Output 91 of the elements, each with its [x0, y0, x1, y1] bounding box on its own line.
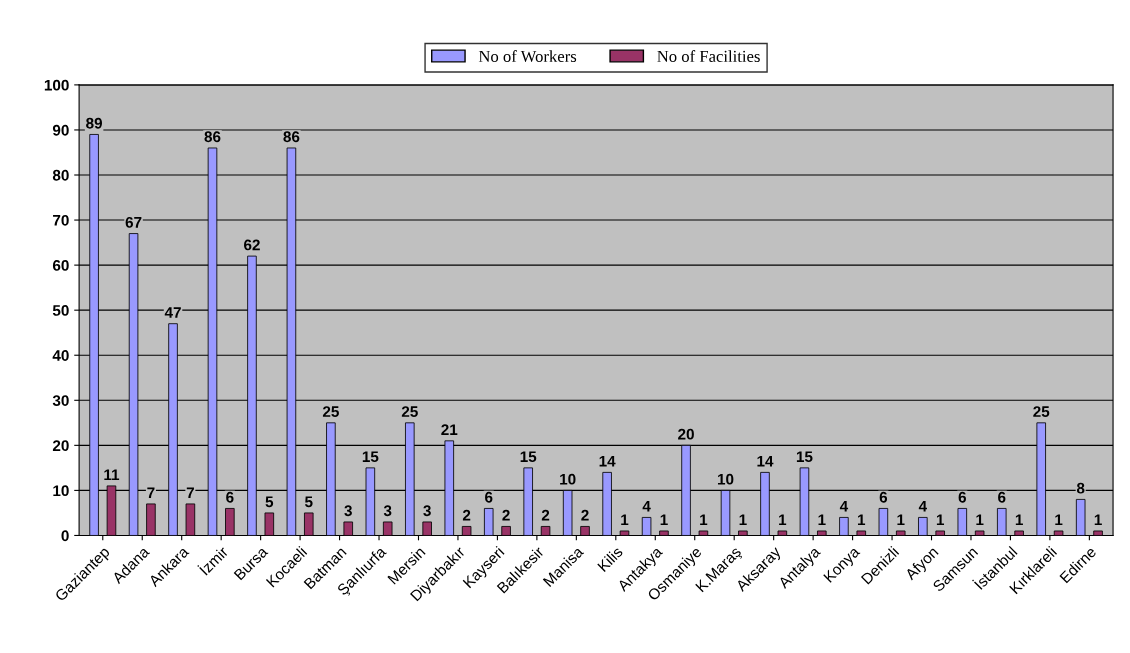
y-tick-label: 60 — [52, 259, 69, 271]
bar — [895, 530, 906, 536]
data-label: 6 — [998, 491, 1006, 503]
bar — [777, 530, 788, 536]
data-label: 6 — [485, 491, 493, 503]
y-tick-label: 20 — [52, 440, 69, 452]
data-label: 3 — [423, 505, 431, 517]
y-tick-label: 70 — [53, 214, 69, 226]
bar — [343, 521, 353, 536]
data-label: 2 — [541, 509, 550, 521]
data-label: 6 — [958, 491, 966, 503]
y-tick-label: 30 — [52, 395, 69, 406]
bar — [225, 508, 235, 536]
data-label: 62 — [244, 239, 260, 251]
bar — [382, 521, 393, 536]
data-label: 15 — [796, 451, 813, 463]
bar — [304, 512, 314, 536]
data-label: 1 — [660, 514, 668, 526]
bar — [264, 512, 275, 536]
data-label: 86 — [204, 131, 221, 143]
legend-label: No of Workers — [478, 50, 577, 63]
y-tick-label: 40 — [52, 350, 69, 361]
bar — [817, 530, 827, 536]
y-tick-label: 80 — [52, 169, 69, 181]
data-label: 1 — [897, 514, 905, 526]
data-label: 25 — [401, 406, 418, 418]
bar — [483, 508, 494, 536]
bar — [1093, 530, 1103, 536]
bar — [698, 530, 709, 536]
bar — [619, 530, 630, 536]
bar — [935, 530, 945, 536]
data-label: 2 — [581, 509, 589, 521]
data-label: 1 — [976, 514, 984, 526]
data-label: 1 — [818, 514, 826, 526]
data-label: 8 — [1076, 482, 1085, 494]
data-label: 4 — [839, 500, 849, 512]
data-label: 14 — [757, 455, 774, 467]
data-label: 1 — [621, 514, 629, 526]
data-label: 1 — [1015, 514, 1023, 526]
y-tick-label: 100 — [44, 79, 69, 91]
bar — [997, 508, 1007, 536]
data-label: 10 — [560, 473, 576, 485]
data-label: 7 — [186, 487, 194, 498]
data-label: 15 — [362, 451, 379, 463]
data-label: 3 — [383, 505, 392, 517]
data-label: 4 — [642, 500, 651, 512]
bar — [856, 530, 867, 536]
data-label: 6 — [879, 491, 888, 503]
data-label: 7 — [147, 487, 155, 498]
bar — [974, 530, 985, 536]
data-label: 5 — [305, 496, 313, 508]
data-label: 4 — [918, 500, 927, 512]
data-label: 89 — [86, 117, 103, 129]
data-label: 14 — [599, 455, 616, 467]
bar — [1075, 498, 1086, 536]
bar — [1014, 530, 1024, 536]
data-label: 10 — [717, 473, 734, 485]
bar — [957, 508, 968, 536]
bar — [185, 503, 196, 536]
data-label: 15 — [520, 451, 537, 463]
data-label: 25 — [322, 406, 339, 418]
data-label: 1 — [1094, 514, 1102, 526]
data-label: 1 — [857, 514, 866, 526]
y-tick-label: 0 — [61, 530, 69, 542]
data-label: 1 — [936, 514, 945, 526]
data-label: 5 — [265, 496, 274, 508]
data-label: 6 — [226, 491, 234, 503]
y-tick-label: 10 — [53, 485, 69, 497]
data-label: 3 — [344, 505, 352, 517]
data-label: 2 — [462, 509, 471, 521]
data-label: 1 — [739, 514, 747, 526]
y-tick-label: 50 — [52, 305, 69, 316]
data-label: 1 — [779, 514, 787, 526]
data-label: 67 — [125, 216, 142, 228]
data-label: 21 — [441, 424, 458, 435]
bar — [146, 503, 156, 536]
data-label: 47 — [164, 307, 181, 318]
legend-label: No of Facilities — [657, 50, 760, 62]
y-tick-label: 90 — [52, 124, 69, 136]
bar — [878, 508, 889, 536]
bar — [422, 521, 432, 536]
bar — [738, 530, 748, 536]
data-label: 1 — [1055, 514, 1063, 526]
data-label: 86 — [283, 131, 300, 143]
data-label: 25 — [1033, 406, 1050, 418]
bar — [659, 530, 669, 536]
bar — [1053, 530, 1064, 536]
data-label: 1 — [700, 514, 708, 526]
data-label: 20 — [678, 428, 694, 440]
data-label: 2 — [502, 509, 510, 521]
data-label: 11 — [104, 469, 120, 480]
